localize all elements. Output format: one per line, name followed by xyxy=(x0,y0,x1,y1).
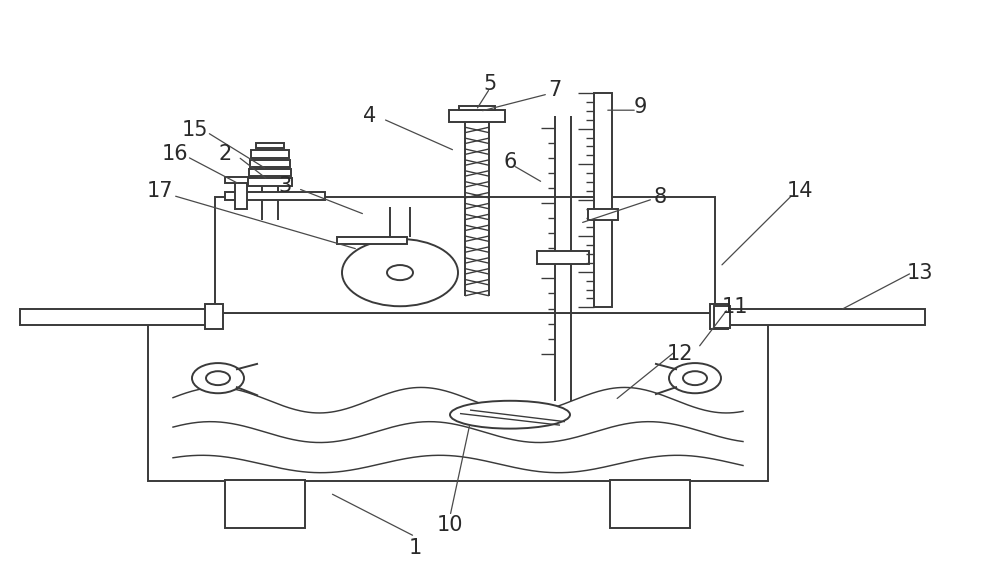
Bar xyxy=(459,106,495,110)
Text: 13: 13 xyxy=(907,263,933,282)
Bar xyxy=(249,169,291,176)
Bar xyxy=(251,150,289,158)
Text: 11: 11 xyxy=(722,298,748,317)
Text: 14: 14 xyxy=(787,182,813,201)
Text: 9: 9 xyxy=(633,97,647,117)
Bar xyxy=(337,237,407,244)
Bar xyxy=(449,110,505,122)
Text: 2: 2 xyxy=(218,144,232,164)
Text: 5: 5 xyxy=(483,74,497,94)
Text: 10: 10 xyxy=(437,515,463,535)
Text: 8: 8 xyxy=(653,187,667,207)
Text: 16: 16 xyxy=(162,144,188,164)
Bar xyxy=(215,197,715,313)
Text: 6: 6 xyxy=(503,153,517,172)
Text: 12: 12 xyxy=(667,344,693,364)
Bar xyxy=(235,180,247,209)
Bar xyxy=(248,178,292,186)
Circle shape xyxy=(387,265,413,280)
Bar xyxy=(714,306,730,328)
Circle shape xyxy=(342,239,458,306)
Bar xyxy=(610,480,690,528)
Text: 17: 17 xyxy=(147,182,173,201)
Bar xyxy=(225,192,325,200)
Ellipse shape xyxy=(450,401,570,429)
Bar xyxy=(715,309,925,325)
Circle shape xyxy=(206,371,230,385)
Bar xyxy=(256,143,284,148)
Bar xyxy=(148,313,768,481)
Text: 1: 1 xyxy=(408,538,422,558)
Bar xyxy=(225,480,305,528)
Bar xyxy=(250,160,290,167)
Bar xyxy=(20,309,218,325)
Text: 7: 7 xyxy=(548,80,562,100)
Text: 15: 15 xyxy=(182,121,208,140)
Circle shape xyxy=(669,363,721,393)
Bar xyxy=(594,93,612,307)
Circle shape xyxy=(683,371,707,385)
Bar xyxy=(537,251,589,264)
Bar xyxy=(225,177,257,183)
Bar xyxy=(710,304,728,329)
Bar xyxy=(588,209,618,220)
Circle shape xyxy=(192,363,244,393)
Text: 4: 4 xyxy=(363,106,377,126)
Text: 3: 3 xyxy=(278,176,292,195)
Bar xyxy=(205,304,223,329)
